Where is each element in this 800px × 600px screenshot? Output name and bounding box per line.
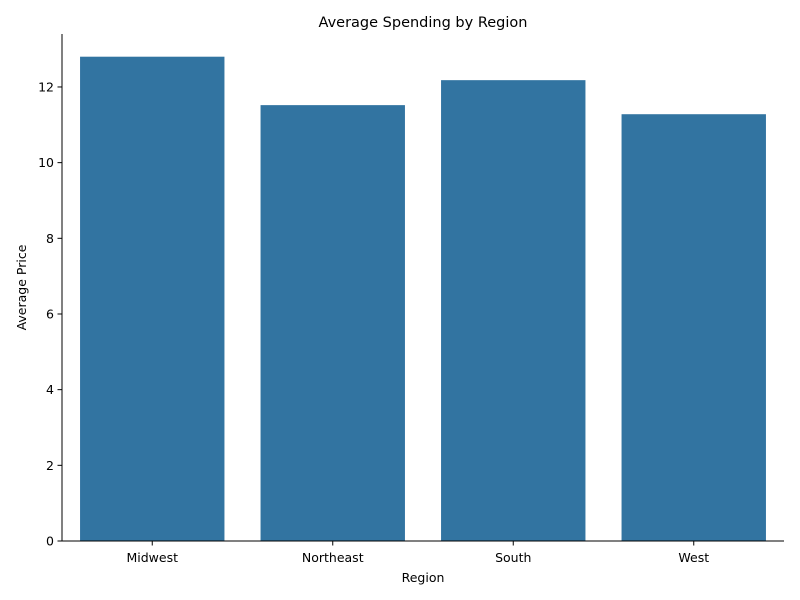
x-tick-label: South — [495, 550, 531, 565]
x-tick-label: West — [678, 550, 709, 565]
bar-west — [621, 114, 766, 542]
x-tick-label: Northeast — [302, 550, 364, 565]
y-tick-label: 0 — [46, 534, 54, 549]
bars-group — [80, 56, 766, 542]
bar-northeast — [260, 105, 405, 541]
bar-south — [441, 80, 586, 541]
bar-midwest — [80, 56, 225, 541]
y-axis-label: Average Price — [14, 244, 29, 330]
y-tick-label: 8 — [46, 231, 54, 246]
y-tick-label: 4 — [46, 382, 54, 397]
y-tick-label: 2 — [46, 458, 54, 473]
y-tick-label: 10 — [38, 155, 54, 170]
y-axis: 0 2 4 6 8 10 12 — [38, 79, 62, 549]
y-tick-label: 6 — [46, 306, 54, 321]
y-tick-label: 12 — [38, 79, 54, 94]
chart-title: Average Spending by Region — [319, 15, 528, 31]
x-axis-label: Region — [402, 570, 445, 585]
x-tick-label: Midwest — [126, 550, 178, 565]
x-axis: Midwest Northeast South West — [126, 541, 709, 565]
